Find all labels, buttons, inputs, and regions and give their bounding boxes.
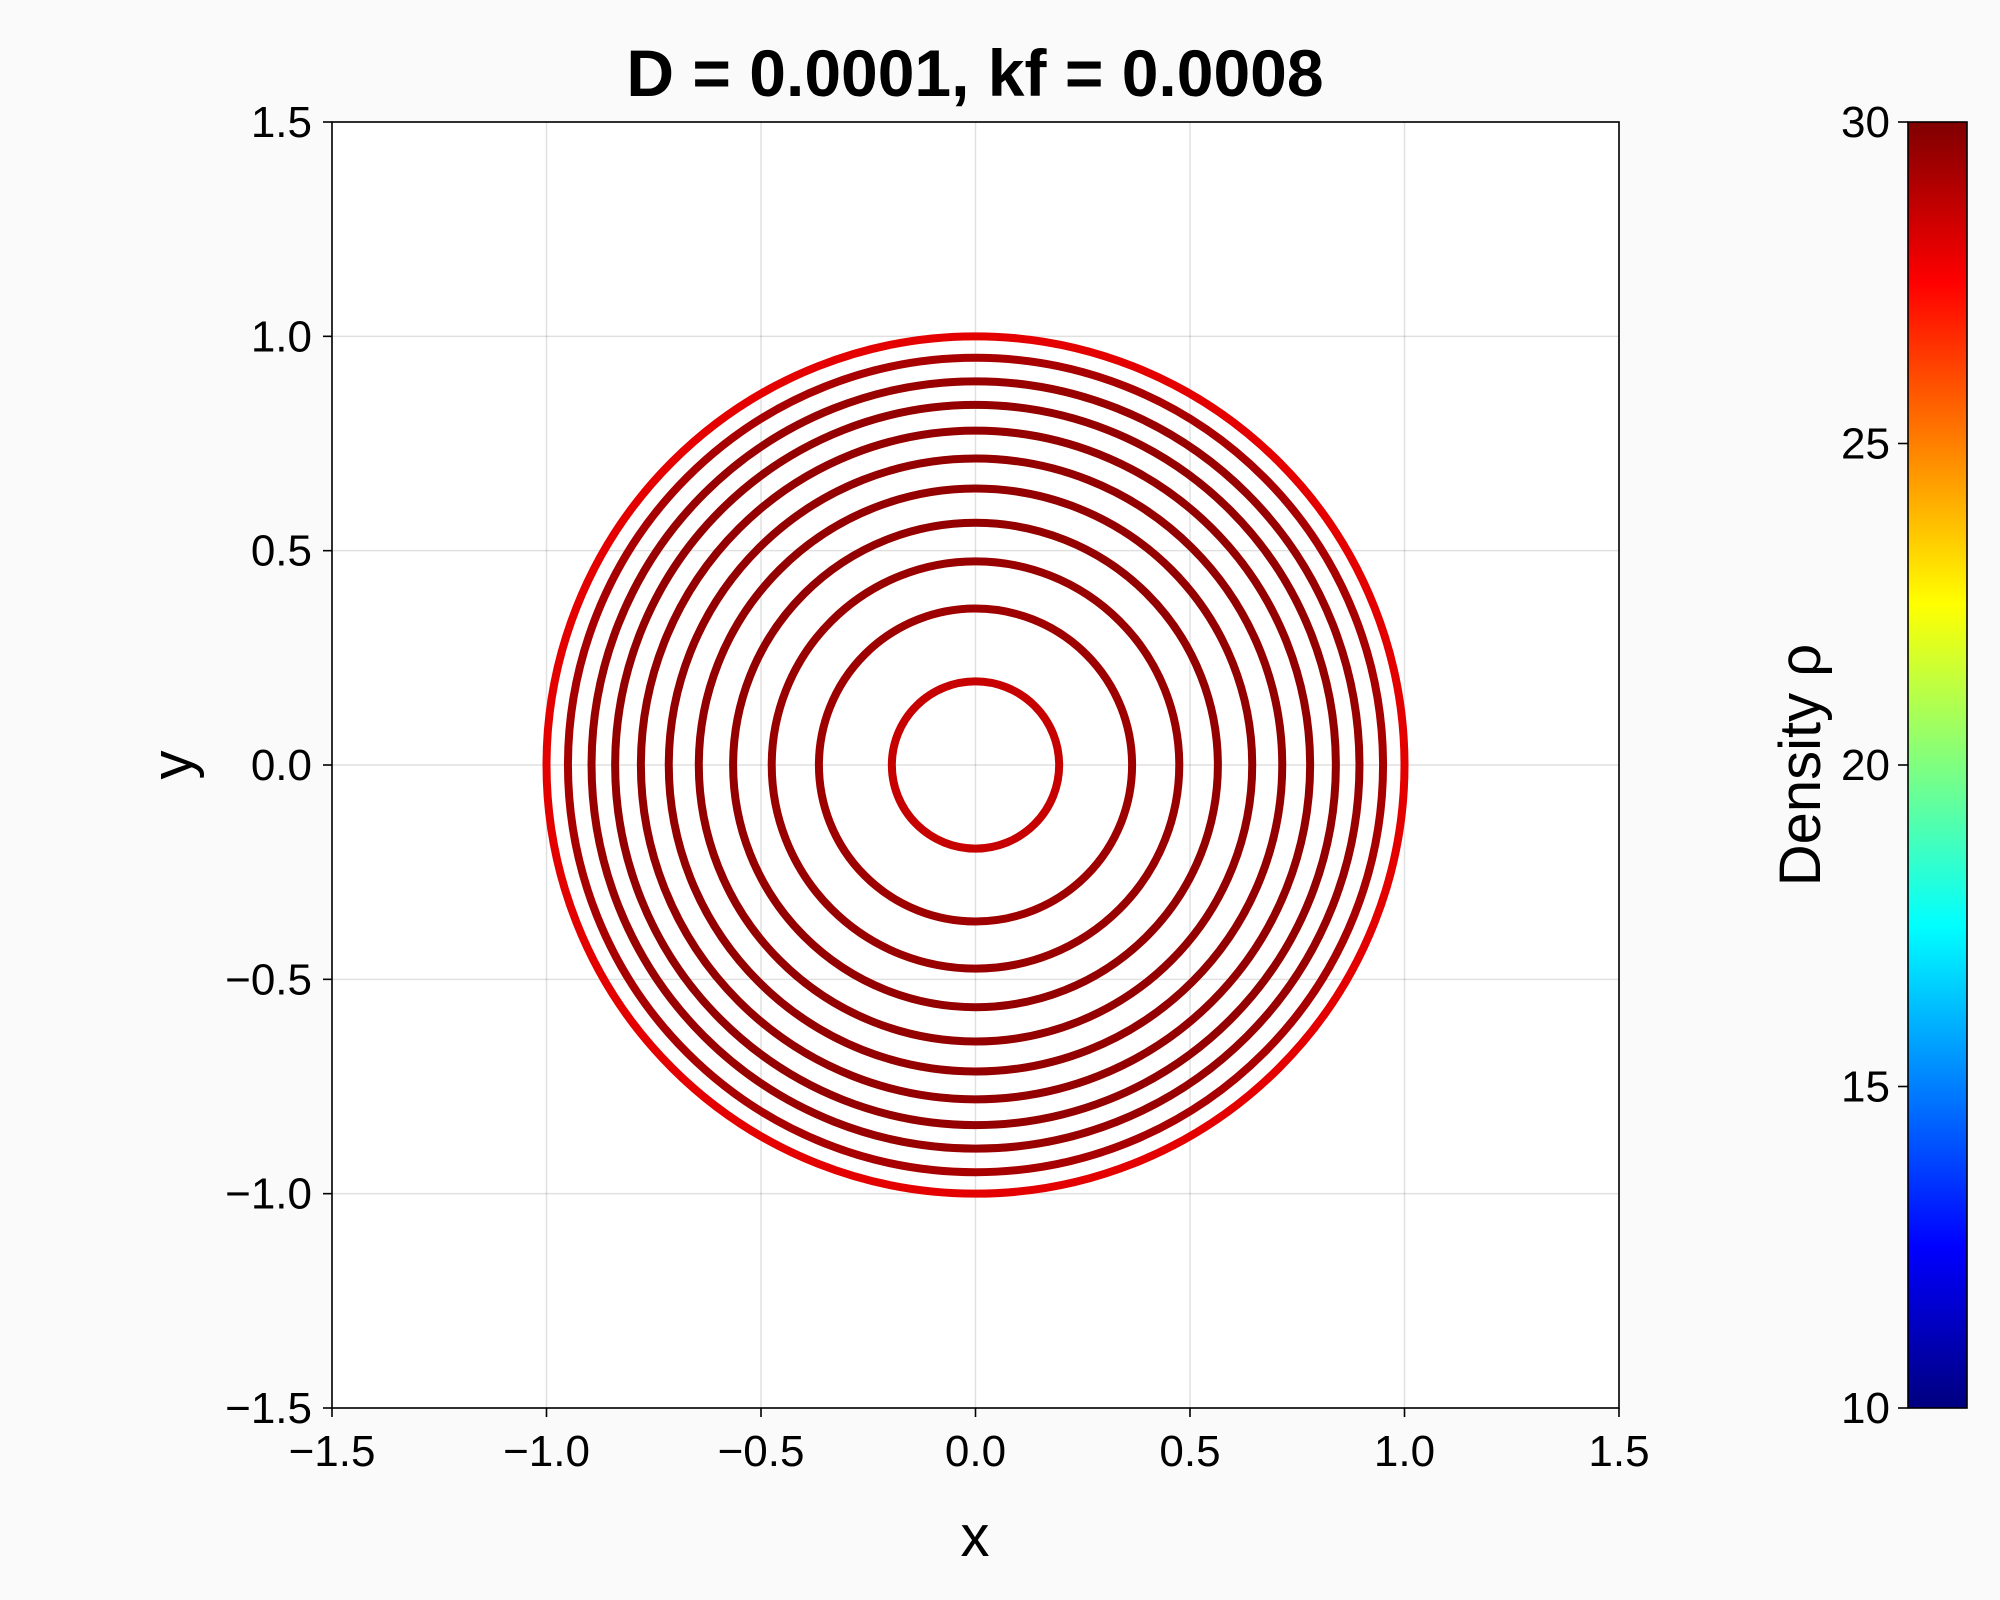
y-tick-label-2: −0.5 — [225, 955, 312, 1004]
contour-ring-3 — [729, 518, 1222, 1012]
contour-ring-8 — [587, 377, 1364, 1153]
colorbar-tick-label-3: 25 — [1841, 420, 1890, 469]
colorbar-tick-label-0: 10 — [1841, 1384, 1890, 1433]
colorbar-tick-label-2: 20 — [1841, 741, 1890, 790]
y-tick-label-1: −1.0 — [225, 1170, 312, 1219]
y-tick-label-6: 1.5 — [251, 98, 312, 147]
contour-ring-4 — [694, 484, 1257, 1046]
contour-rings — [542, 332, 1409, 1198]
x-tick-label-2: −0.5 — [718, 1427, 805, 1476]
contour-ring-1 — [814, 604, 1137, 926]
x-tick-label-6: 1.5 — [1588, 1427, 1649, 1476]
colorbar-tick-label-4: 30 — [1841, 98, 1890, 147]
y-axis-ticks: −1.5 −1.0 −0.5 0.0 0.5 1.0 1.5 — [225, 98, 332, 1433]
x-axis-ticks: −1.5 −1.0 −0.5 0.0 0.5 1.0 1.5 — [289, 1408, 1650, 1476]
x-tick-label-0: −1.5 — [289, 1427, 376, 1476]
chart-title: D = 0.0001, kf = 0.0008 — [626, 36, 1323, 110]
colorbar-label: Density ρ — [1768, 644, 1833, 887]
x-tick-label-3: 0.0 — [945, 1427, 1006, 1476]
colorbar-tick-label-1: 15 — [1841, 1063, 1890, 1112]
colorbar — [1907, 121, 1968, 1409]
y-tick-label-0: −1.5 — [225, 1384, 312, 1433]
colorbar-ticks: 10 15 20 25 30 — [1841, 98, 1908, 1433]
contour-ring-2 — [767, 557, 1184, 973]
y-tick-label-3: 0.0 — [251, 741, 312, 790]
contour-ring-5 — [664, 454, 1287, 1076]
contour-ring-6 — [636, 426, 1315, 1104]
contour-ring-10 — [542, 332, 1409, 1198]
y-tick-label-5: 1.0 — [251, 312, 312, 361]
x-tick-label-5: 1.0 — [1374, 1427, 1435, 1476]
x-tick-label-4: 0.5 — [1159, 1427, 1220, 1476]
x-tick-label-1: −1.0 — [503, 1427, 590, 1476]
contour-ring-0 — [887, 677, 1064, 853]
x-axis-label: x — [961, 1504, 990, 1569]
contour-ring-9 — [563, 353, 1388, 1177]
y-axis-label: y — [140, 751, 205, 780]
y-tick-label-4: 0.5 — [251, 527, 312, 576]
contour-ring-7 — [611, 400, 1340, 1130]
